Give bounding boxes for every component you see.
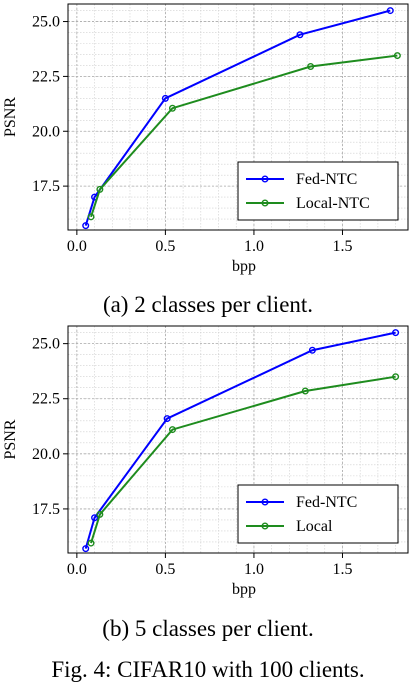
data-point (163, 415, 171, 423)
data-point (301, 387, 309, 395)
series-line-local (90, 375, 396, 544)
data-point (168, 426, 176, 434)
plot-frame (67, 325, 409, 554)
legend-label: Fed-NTC (296, 171, 357, 188)
x-axis-label: bpp (232, 258, 256, 275)
data-point (392, 373, 400, 381)
y-tick-label: 20.0 (32, 123, 60, 140)
legend-box (237, 484, 399, 544)
x-axis-label: bpp (232, 581, 256, 598)
data-point (386, 7, 394, 15)
data-point (96, 185, 104, 193)
data-point (87, 213, 95, 221)
legend-box (237, 161, 399, 221)
data-point (87, 539, 95, 547)
caption-b: (b) 5 classes per client. (102, 616, 314, 641)
legend-label: Local-NTC (296, 195, 370, 212)
caption-a: (a) 2 classes per client. (102, 292, 314, 317)
y-tick-label: 22.5 (32, 391, 60, 408)
series-line-fed-ntc (84, 9, 391, 226)
data-point (296, 31, 304, 39)
x-tick-label: 0.5 (155, 238, 175, 255)
y-tick-label: 17.5 (32, 501, 60, 518)
x-tick-label: 1.5 (332, 561, 352, 578)
y-axis-label: PSNR (2, 419, 19, 459)
data-point (392, 329, 400, 337)
x-tick-label: 1.0 (244, 238, 264, 255)
chart-panel-b: 0.0 0.5 1.0 1.5 17.5 20.0 22.5 25.0 bpp PSNR Fed-N… (2, 325, 409, 598)
legend-label: Local (296, 518, 333, 535)
legend-swatch-marker (261, 498, 269, 506)
legend-label: Fed-NTC (296, 494, 357, 511)
x-tick-label: 1.0 (244, 561, 264, 578)
series-line-local (90, 54, 398, 218)
x-tick-label: 0.5 (155, 561, 175, 578)
data-point (308, 346, 316, 354)
figure-caption: Fig. 4: CIFAR10 with 100 clients. (51, 657, 365, 682)
data-point (82, 222, 90, 230)
x-tick-label: 1.5 (332, 238, 352, 255)
legend-swatch-marker (261, 522, 269, 530)
x-tick-label: 0.0 (67, 238, 87, 255)
plot-frame (67, 3, 409, 231)
legend-swatch-marker (261, 175, 269, 183)
chart-panel-a: 0.0 0.5 1.0 1.5 17.5 20.0 22.5 25.0 bpp PSNR Fed-N… (2, 3, 409, 275)
data-point (96, 510, 104, 518)
data-point (91, 514, 99, 522)
y-tick-label: 25.0 (32, 336, 60, 353)
y-tick-label: 22.5 (32, 68, 60, 85)
data-point (82, 545, 90, 553)
y-tick-label: 20.0 (32, 446, 60, 463)
legend-swatch-marker (261, 199, 269, 207)
data-point (393, 52, 401, 60)
data-point (161, 94, 169, 102)
data-point (168, 104, 176, 112)
x-tick-label: 0.0 (67, 561, 87, 578)
series-line-fed-ntc (84, 331, 396, 549)
y-tick-label: 17.5 (32, 178, 60, 195)
y-axis-label: PSNR (2, 97, 19, 137)
data-point (307, 63, 315, 71)
y-tick-label: 25.0 (32, 14, 60, 31)
